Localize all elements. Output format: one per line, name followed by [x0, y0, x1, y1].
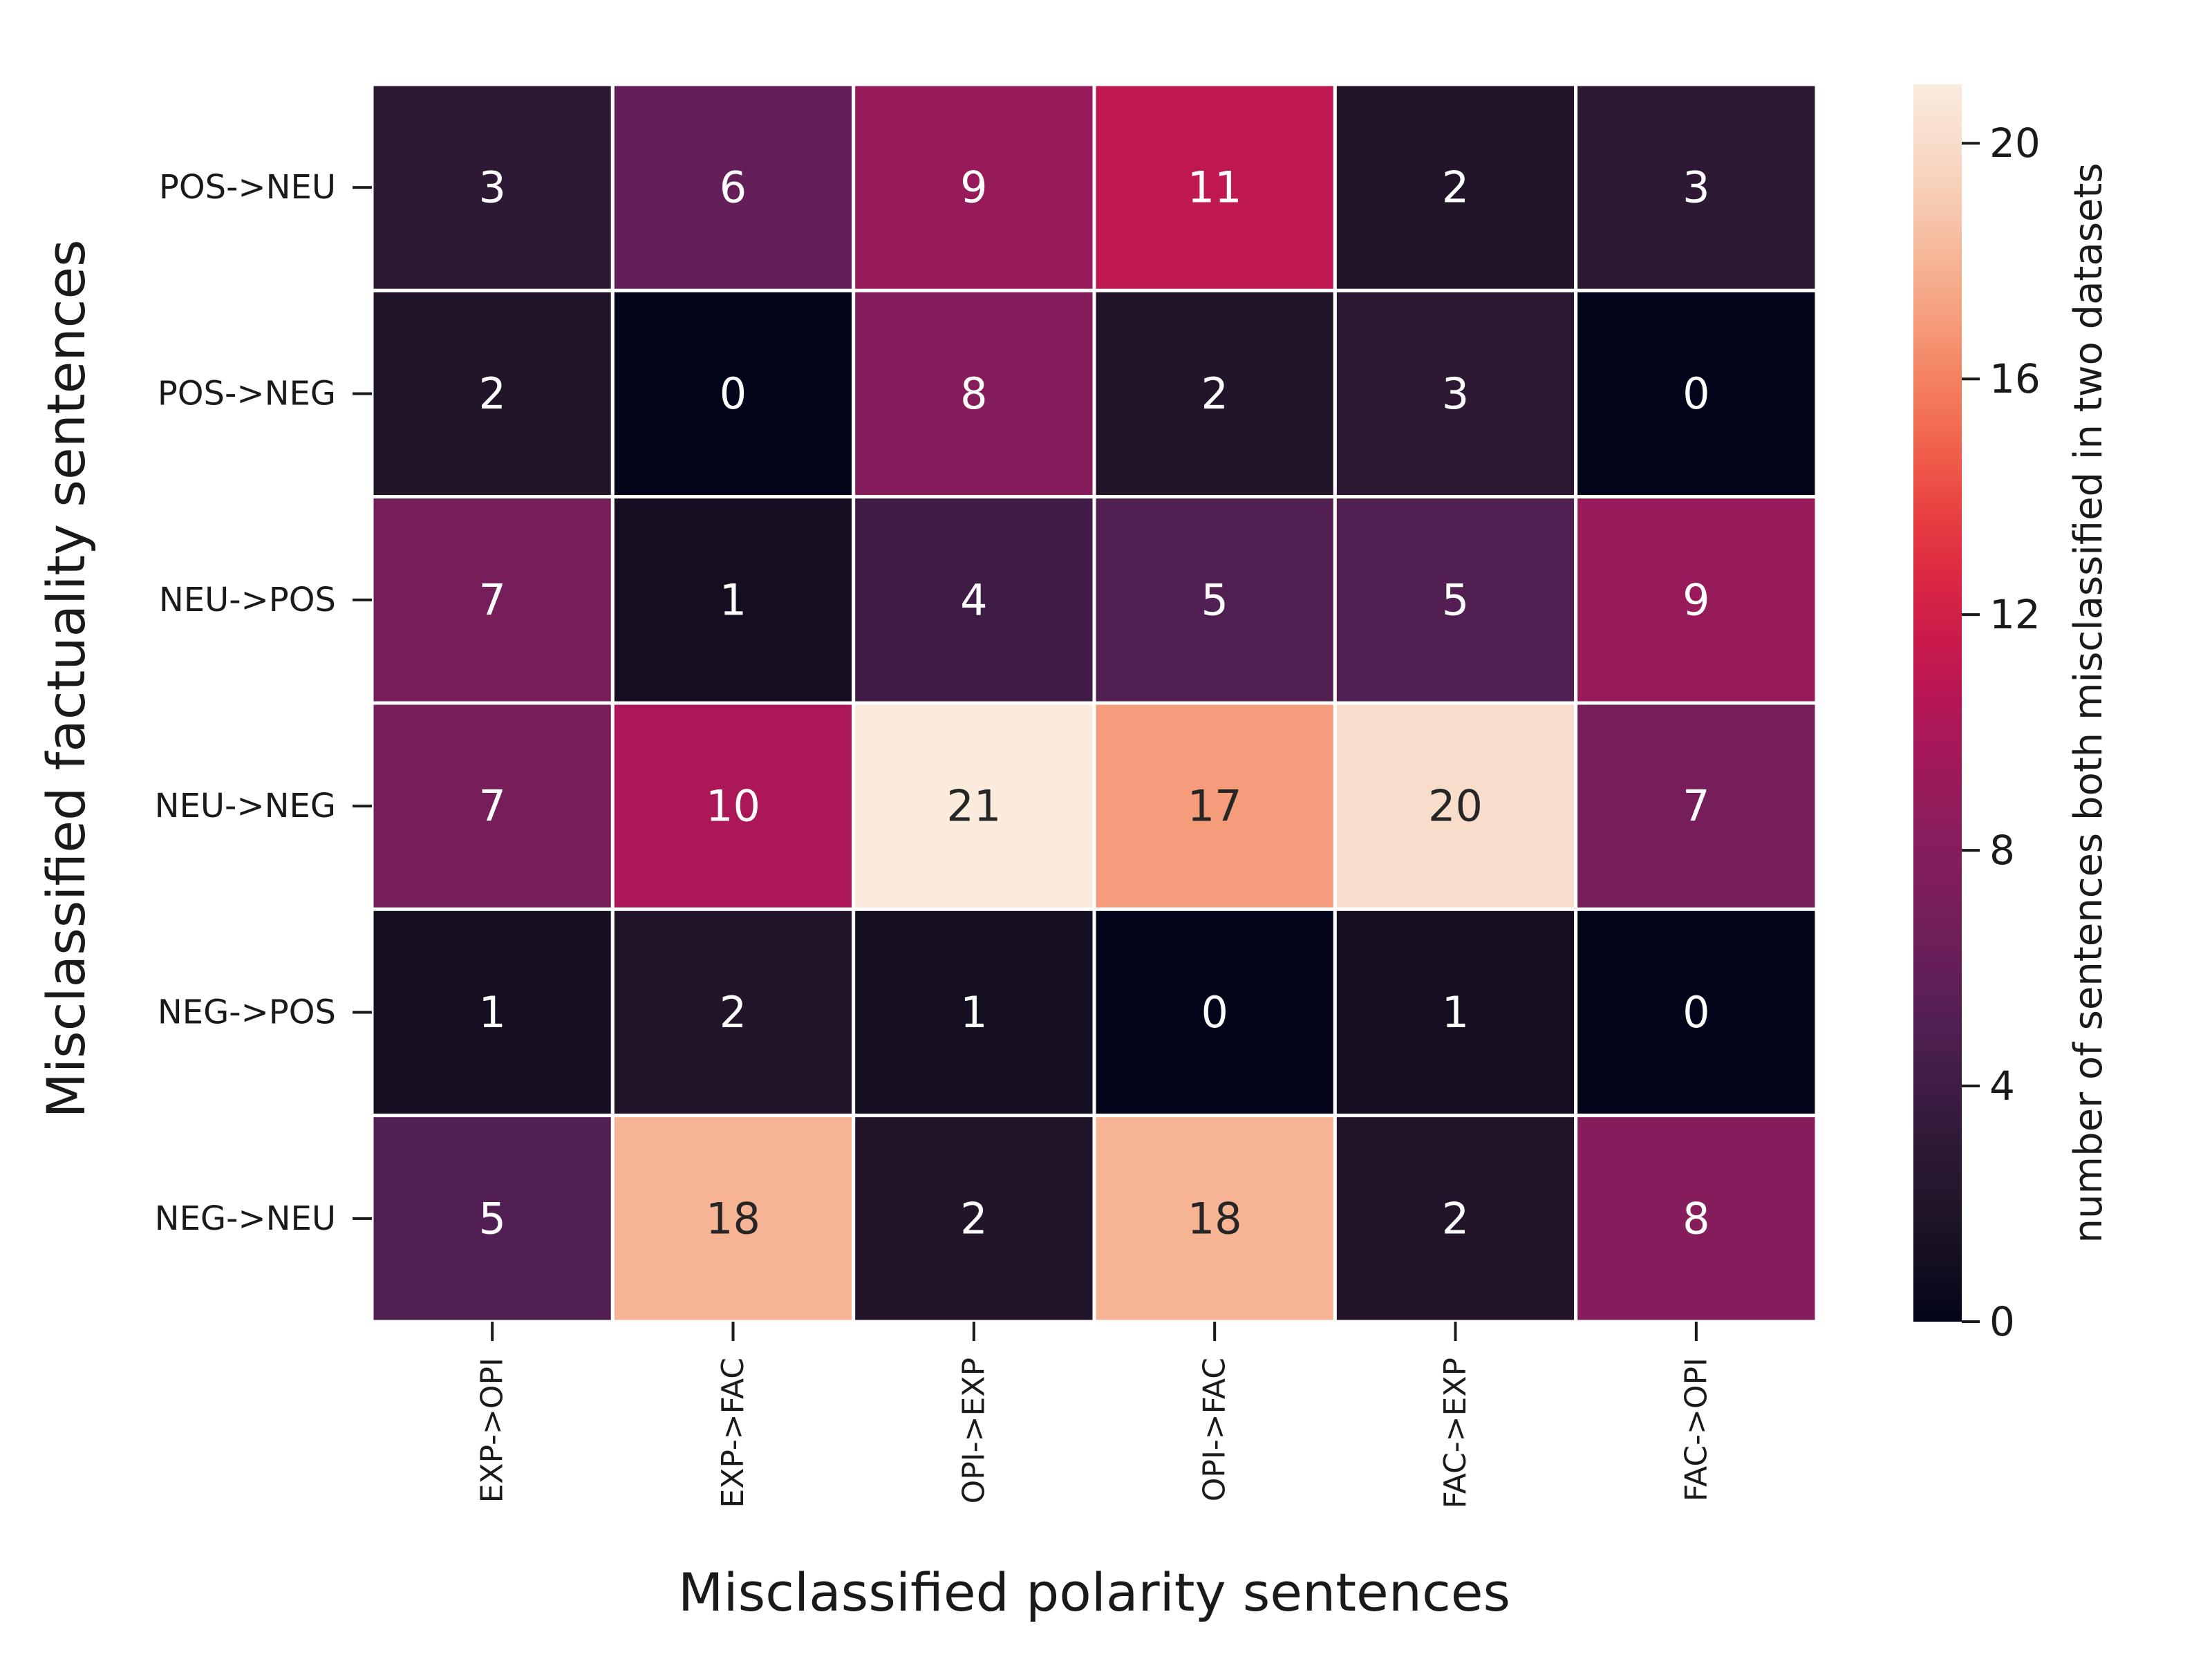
cell-value-label: 5 — [1442, 574, 1469, 625]
cell-value-label: 18 — [706, 1193, 760, 1244]
cell-value-label: 1 — [960, 987, 987, 1038]
colorbar-tick-label: 0 — [1989, 1298, 2015, 1345]
x-tick-label: EXP->OPI — [475, 1358, 510, 1503]
heatmap-cell — [852, 82, 1096, 292]
heatmap-cell — [370, 907, 615, 1118]
cell-value-label: 7 — [1683, 781, 1709, 832]
y-tick-label: NEG->POS — [158, 993, 336, 1032]
cell-value-label: 7 — [478, 574, 505, 625]
heatmap-cell — [1092, 495, 1337, 705]
cell-value-label: 2 — [1442, 162, 1469, 213]
cell-value-label: 3 — [478, 162, 505, 213]
cell-value-label: 0 — [1683, 368, 1709, 419]
x-tick-label: OPI->FAC — [1197, 1358, 1232, 1501]
heatmap-cell — [1092, 288, 1337, 499]
heatmap-cell — [1333, 495, 1578, 705]
colorbar-tick-label: 20 — [1989, 120, 2041, 167]
cell-value-label: 1 — [1442, 987, 1469, 1038]
y-tick-label: POS->NEU — [159, 168, 336, 207]
heatmap-cell — [610, 82, 856, 292]
cell-value-label: 6 — [720, 162, 747, 213]
y-axis-label: Misclassified factuality sentences — [35, 239, 97, 1118]
colorbar-tick-label: 4 — [1989, 1062, 2015, 1109]
x-tick-label: FAC->OPI — [1678, 1358, 1714, 1501]
heatmap-cell — [1092, 82, 1337, 292]
cell-value-label: 3 — [1683, 162, 1709, 213]
x-tick-label: OPI->EXP — [956, 1358, 991, 1503]
cell-value-label: 8 — [1683, 1193, 1709, 1244]
x-axis-ticks: EXP->OPI EXP->FAC OPI->EXP OPI->FAC FAC->EXP… — [475, 1322, 1714, 1509]
heatmap-cell — [1574, 701, 1819, 911]
x-tick-label: FAC->EXP — [1438, 1358, 1473, 1509]
cell-value-label: 5 — [1201, 574, 1228, 625]
colorbar-label: number of sentences both misclassified i… — [2066, 163, 2111, 1244]
colorbar-tick-label: 12 — [1989, 591, 2041, 638]
cell-value-label: 10 — [706, 781, 760, 832]
colorbar: 0 4 8 12 16 20 — [1913, 84, 2041, 1345]
y-tick-label: NEU->NEG — [155, 787, 336, 825]
heatmap-cell — [1333, 907, 1578, 1118]
y-tick-label: NEG->NEU — [155, 1199, 336, 1238]
cell-value-label: 2 — [960, 1193, 987, 1244]
cell-value-label: 7 — [478, 781, 505, 832]
cell-value-label: 5 — [478, 1193, 505, 1244]
cell-value-label: 0 — [1683, 987, 1709, 1038]
colorbar-tick-label: 8 — [1989, 827, 2015, 874]
heatmap-cell — [1574, 907, 1819, 1118]
cell-value-label: 9 — [960, 162, 987, 213]
colorbar-tick-label: 16 — [1989, 355, 2041, 402]
heatmap-cell — [370, 1114, 615, 1324]
cell-value-label: 3 — [1442, 368, 1469, 419]
x-tick-label: EXP->FAC — [715, 1358, 751, 1508]
cell-value-label: 1 — [720, 574, 747, 625]
cell-value-label: 0 — [720, 368, 747, 419]
heatmap-cell — [1574, 495, 1819, 705]
y-axis-ticks: POS->NEU POS->NEG NEU->POS NEU->NEG NEG->POS… — [155, 168, 372, 1238]
colorbar-gradient — [1913, 84, 1962, 1322]
cell-value-label: 2 — [478, 368, 505, 419]
cell-value-label: 18 — [1188, 1193, 1242, 1244]
cell-value-label: 21 — [946, 781, 1001, 832]
heatmap-cell — [852, 701, 1096, 911]
heatmap-cell — [610, 288, 856, 499]
cell-value-label: 4 — [960, 574, 987, 625]
heatmap-cell — [610, 495, 856, 705]
heatmap-cell — [1574, 1114, 1819, 1324]
heatmap-cell — [370, 701, 615, 911]
heatmap-cell — [852, 907, 1096, 1118]
heatmap-cell — [610, 701, 856, 911]
cell-value-label: 11 — [1188, 162, 1242, 213]
cell-value-label: 8 — [960, 368, 987, 419]
x-axis-label: Misclassified polarity sentences — [678, 1562, 1510, 1623]
heatmap-cell — [1574, 82, 1819, 292]
cell-value-label: 1 — [478, 987, 505, 1038]
cell-value-label: 2 — [1442, 1193, 1469, 1244]
cell-value-label: 0 — [1201, 987, 1228, 1038]
heatmap-cells: 3 6 9 11 2 32 0 8 2 3 07 1 4 5 5 97 10 21 17 20 71 2 1 0 1 05 18 2 1… — [370, 82, 1819, 1324]
cell-value-label: 9 — [1683, 574, 1709, 625]
heatmap-cell — [370, 82, 615, 292]
cell-value-label: 2 — [720, 987, 747, 1038]
heatmap-cell — [1092, 907, 1337, 1118]
heatmap-cell — [1574, 288, 1819, 499]
cell-value-label: 20 — [1428, 781, 1483, 832]
y-tick-label: POS->NEG — [158, 375, 336, 413]
cell-value-label: 17 — [1188, 781, 1242, 832]
cell-value-label: 2 — [1201, 368, 1228, 419]
y-tick-label: NEU->POS — [159, 581, 336, 619]
heatmap-cell — [1333, 701, 1578, 911]
heatmap-cell — [1092, 701, 1337, 911]
